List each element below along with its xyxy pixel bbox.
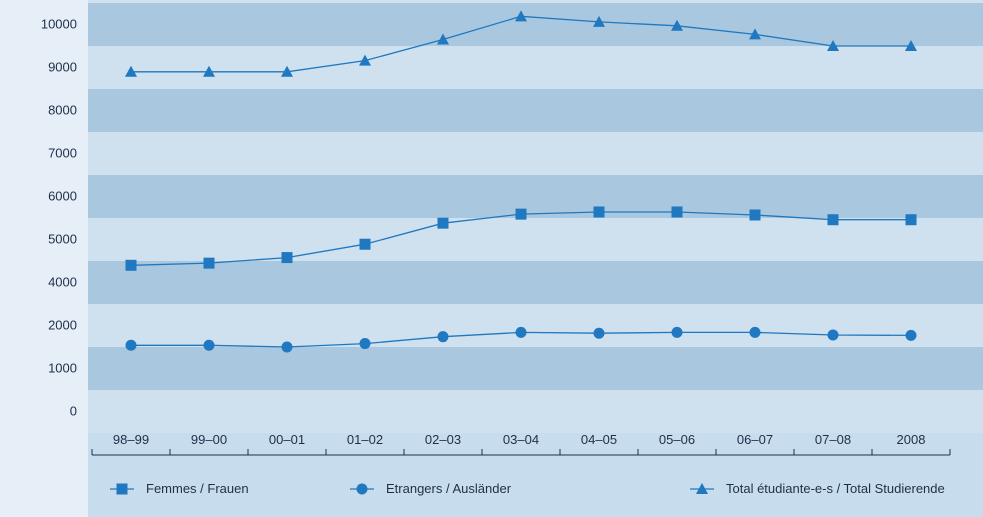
data-point-circle (125, 339, 137, 351)
series-square (125, 206, 917, 271)
data-point-circle (359, 338, 371, 350)
data-point-triangle (437, 33, 449, 45)
data-point-triangle (905, 40, 917, 51)
data-point-triangle (125, 65, 137, 77)
y-tick-label: 10000 (41, 17, 77, 32)
y-axis-tick-labels: 0 1000 2000 4000 5000 6000 7000 8000 9000 10000 (41, 17, 77, 419)
x-tick-label: 03–04 (503, 432, 539, 447)
y-tick-label: 8000 (48, 103, 77, 118)
data-point-circle (593, 327, 605, 339)
legend-item: Etrangers / Ausländer (350, 481, 512, 496)
grid-band (88, 390, 983, 433)
x-tick-label: 02–03 (425, 432, 461, 447)
data-point-square (125, 259, 137, 271)
data-point-circle (281, 341, 293, 353)
data-point-circle (827, 329, 839, 341)
legend-label: Etrangers / Ausländer (386, 481, 512, 496)
left-margin (0, 0, 88, 517)
grid-band (88, 347, 983, 390)
y-tick-label: 5000 (48, 232, 77, 247)
data-point-square (749, 209, 761, 221)
data-series (125, 10, 917, 353)
y-tick-label: 2000 (48, 318, 77, 333)
data-point-circle (203, 339, 215, 351)
y-tick-label: 0 (70, 404, 77, 419)
legend-item: Femmes / Frauen (110, 481, 249, 496)
data-point-triangle (203, 65, 215, 77)
data-point-circle (905, 329, 917, 341)
grid-band (88, 0, 983, 3)
legend-item: Total étudiante-e-s / Total Studierende (690, 481, 945, 496)
data-point-square (905, 214, 917, 226)
data-point-square (203, 257, 215, 269)
x-tick-label: 99–00 (191, 432, 227, 447)
x-tick-label: 04–05 (581, 432, 617, 447)
data-point-square (359, 238, 371, 250)
data-point-circle (437, 331, 449, 343)
legend-label: Femmes / Frauen (146, 481, 249, 496)
x-tick-label: 06–07 (737, 432, 773, 447)
grid-band (88, 3, 983, 46)
grid-band (88, 218, 983, 261)
data-point-triangle (281, 65, 293, 77)
data-point-square (437, 217, 449, 229)
y-tick-label: 6000 (48, 189, 77, 204)
data-point-triangle (593, 15, 605, 27)
grid-band (88, 175, 983, 218)
data-point-triangle (827, 40, 839, 51)
y-tick-label: 9000 (48, 60, 77, 75)
data-point-circle (515, 326, 527, 338)
data-point-square (515, 208, 527, 220)
series-circle (125, 326, 917, 353)
grid-band (88, 89, 983, 132)
data-point-square (593, 206, 605, 218)
x-tick-label: 2008 (897, 432, 926, 447)
legend: Femmes / Frauen Etrangers / Ausländer Tota… (110, 481, 945, 496)
grid-band (88, 304, 983, 347)
data-point-triangle (696, 483, 708, 494)
data-point-square (281, 252, 293, 264)
x-tick-label: 07–08 (815, 432, 851, 447)
x-tick-label: 05–06 (659, 432, 695, 447)
legend-band (88, 458, 983, 517)
y-tick-label: 7000 (48, 146, 77, 161)
x-tick-label: 00–01 (269, 432, 305, 447)
data-point-square (671, 206, 683, 218)
data-point-triangle (515, 10, 527, 22)
x-tick-label: 01–02 (347, 432, 383, 447)
data-point-circle (671, 326, 683, 338)
grid-band (88, 261, 983, 304)
data-point-square (827, 214, 839, 226)
legend-label: Total étudiante-e-s / Total Studierende (726, 481, 945, 496)
data-point-circle (749, 326, 761, 338)
data-point-triangle (671, 19, 683, 31)
data-point-triangle (359, 54, 371, 66)
series-triangle (125, 10, 917, 77)
grid-band (88, 132, 983, 175)
data-point-circle (356, 483, 368, 495)
x-axis: 98–99 99–00 00–01 01–02 02–03 03–04 04–05 05–06… (91, 432, 951, 456)
data-point-square (116, 483, 128, 495)
y-tick-label: 4000 (48, 275, 77, 290)
grid-band (88, 46, 983, 89)
data-point-triangle (749, 28, 761, 40)
y-tick-label: 1000 (48, 361, 77, 376)
x-tick-label: 98–99 (113, 432, 149, 447)
x-axis-band (88, 433, 983, 458)
